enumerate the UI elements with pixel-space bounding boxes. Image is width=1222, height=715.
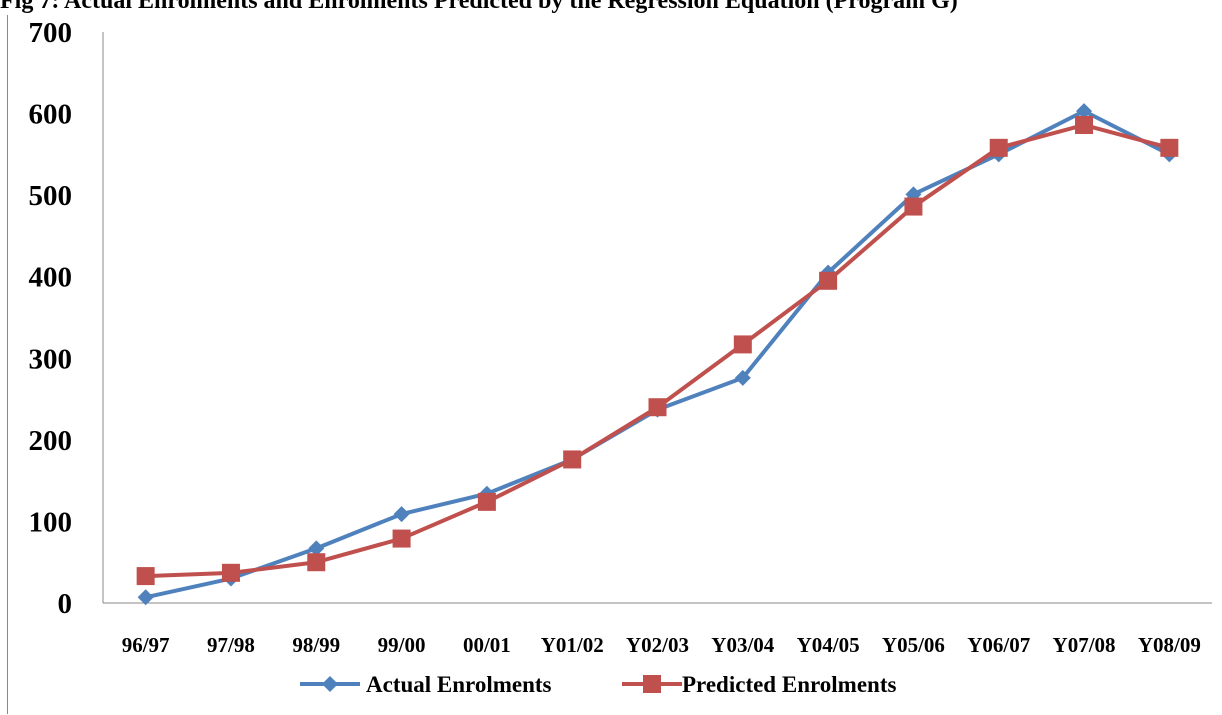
series-1 [137, 103, 1178, 606]
x-tick-label: Y01/02 [541, 633, 604, 657]
data-point [734, 369, 751, 386]
x-tick-label: Y02/03 [626, 633, 689, 657]
data-point [392, 529, 411, 548]
y-tick-label: 300 [29, 343, 73, 375]
data-point [1075, 115, 1094, 134]
y-tick-label: 400 [29, 262, 73, 294]
series-2 [136, 115, 1179, 586]
data-point [563, 450, 582, 469]
legend-marker [322, 676, 338, 692]
data-point [819, 271, 838, 290]
data-point [393, 506, 410, 523]
data-point [1160, 138, 1179, 157]
y-tick-label: 200 [29, 425, 73, 457]
series-line [145, 109, 1171, 600]
x-tick-label: Y06/07 [967, 633, 1030, 657]
y-tick-label: 0 [58, 588, 73, 620]
data-point [477, 492, 496, 511]
legend-item: Predicted Enrolments [622, 672, 896, 697]
y-tick-label: 100 [29, 506, 73, 538]
data-point [136, 567, 155, 586]
legend: Actual Enrolments Predicted Enrolments [300, 672, 896, 697]
x-tick-labels: 96/97 97/98 98/99 99/00 00/01 Y01/02 Y02/03 Y03… [122, 633, 1201, 657]
y-tick-label: 500 [29, 180, 73, 212]
x-tick-label: Y07/08 [1053, 633, 1116, 657]
x-tick-label: 97/98 [207, 633, 255, 657]
data-point [137, 589, 154, 606]
y-tick-labels: 0 100 200 300 400 500 600 700 [29, 17, 73, 620]
x-tick-label: 00/01 [463, 633, 511, 657]
y-tick-label: 600 [29, 99, 73, 131]
legend-marker [643, 675, 661, 693]
data-point [989, 138, 1008, 157]
data-point [1076, 103, 1093, 120]
data-point [648, 398, 667, 417]
data-point [307, 553, 326, 572]
x-tick-label: 99/00 [378, 633, 426, 657]
axes [102, 32, 1212, 604]
data-point [221, 563, 240, 582]
x-tick-label: Y08/09 [1138, 633, 1201, 657]
x-tick-label: Y04/05 [797, 633, 860, 657]
x-tick-label: Y05/06 [882, 633, 945, 657]
x-tick-label: 96/97 [122, 633, 170, 657]
series-line [145, 122, 1170, 579]
series-layer [136, 103, 1179, 606]
y-tick-label: 700 [29, 17, 73, 49]
x-tick-label: Y03/04 [711, 633, 775, 657]
chart-title: Fig 7: Actual Enrolments and Enrolments … [0, 0, 958, 14]
legend-item: Actual Enrolments [300, 672, 552, 697]
x-tick-label: 98/99 [292, 633, 340, 657]
legend-label: Actual Enrolments [366, 672, 552, 697]
data-point [733, 335, 752, 354]
data-point [308, 540, 325, 557]
legend-label: Predicted Enrolments [682, 672, 896, 697]
chart-frame [7, 15, 1221, 714]
data-point [904, 197, 923, 216]
